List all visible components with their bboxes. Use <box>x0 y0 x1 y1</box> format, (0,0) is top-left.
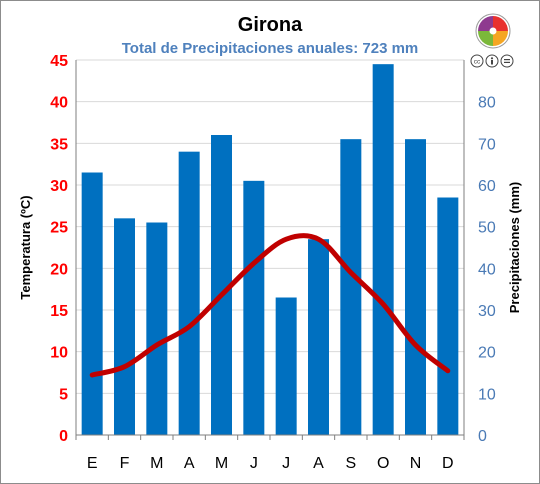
chart-title: Girona <box>237 14 303 36</box>
right-tick-label: 70 <box>478 136 496 153</box>
x-tick-label: J <box>282 455 290 472</box>
x-tick-label: N <box>410 455 422 472</box>
right-tick-label: 30 <box>478 303 496 320</box>
x-tick-label: M <box>150 455 163 472</box>
precipitation-bar <box>372 64 394 436</box>
right-tick-label: 50 <box>478 220 496 237</box>
left-tick-label: 20 <box>50 261 68 278</box>
x-tick-label: J <box>250 455 258 472</box>
right-tick-label: 40 <box>478 261 496 278</box>
svg-text:cc: cc <box>474 59 481 66</box>
left-tick-label: 5 <box>59 386 68 403</box>
left-axis-title: Temperatura (ºC) <box>18 195 33 299</box>
precipitation-bar <box>146 222 168 435</box>
precipitation-bar <box>405 139 426 435</box>
precipitation-bar <box>211 135 232 435</box>
x-tick-label: S <box>345 455 356 472</box>
precipitation-bar <box>340 139 362 435</box>
precipitation-bar <box>178 151 200 435</box>
right-tick-label: 0 <box>478 428 487 445</box>
right-tick-label: 10 <box>478 386 496 403</box>
x-tick-label: M <box>215 455 228 472</box>
x-tick-label: A <box>184 455 195 472</box>
precipitation-bar <box>275 297 297 435</box>
cc-by-sa-licence-icon: cc <box>470 54 514 68</box>
left-tick-label: 30 <box>50 178 68 195</box>
x-tick-label: F <box>120 455 130 472</box>
right-tick-label: 60 <box>478 178 496 195</box>
x-tick-label: A <box>313 455 324 472</box>
left-tick-label: 15 <box>50 303 68 320</box>
right-tick-label: 20 <box>478 345 496 362</box>
x-tick-label: D <box>442 455 454 472</box>
precipitation-bar <box>437 197 459 435</box>
x-tick-label: E <box>87 455 98 472</box>
left-tick-label: 0 <box>59 428 68 445</box>
left-tick-label: 25 <box>50 220 68 237</box>
chart-subtitle: Total de Precipitaciones anuales: 723 mm <box>121 40 419 57</box>
precipitation-bar <box>243 180 265 435</box>
right-tick-label: 80 <box>478 95 496 112</box>
x-tick-label: O <box>377 455 389 472</box>
left-tick-label: 35 <box>50 136 68 153</box>
precipitation-bar <box>308 239 329 435</box>
left-tick-label: 40 <box>50 95 68 112</box>
puzzle-logo-icon <box>475 13 511 49</box>
right-axis-title: Precipitaciones (mm) <box>507 182 522 314</box>
left-tick-label: 45 <box>50 53 68 70</box>
left-tick-label: 10 <box>50 345 68 362</box>
temperature-line <box>89 233 451 378</box>
precipitation-bar <box>81 172 103 435</box>
precipitation-bar <box>114 218 135 435</box>
